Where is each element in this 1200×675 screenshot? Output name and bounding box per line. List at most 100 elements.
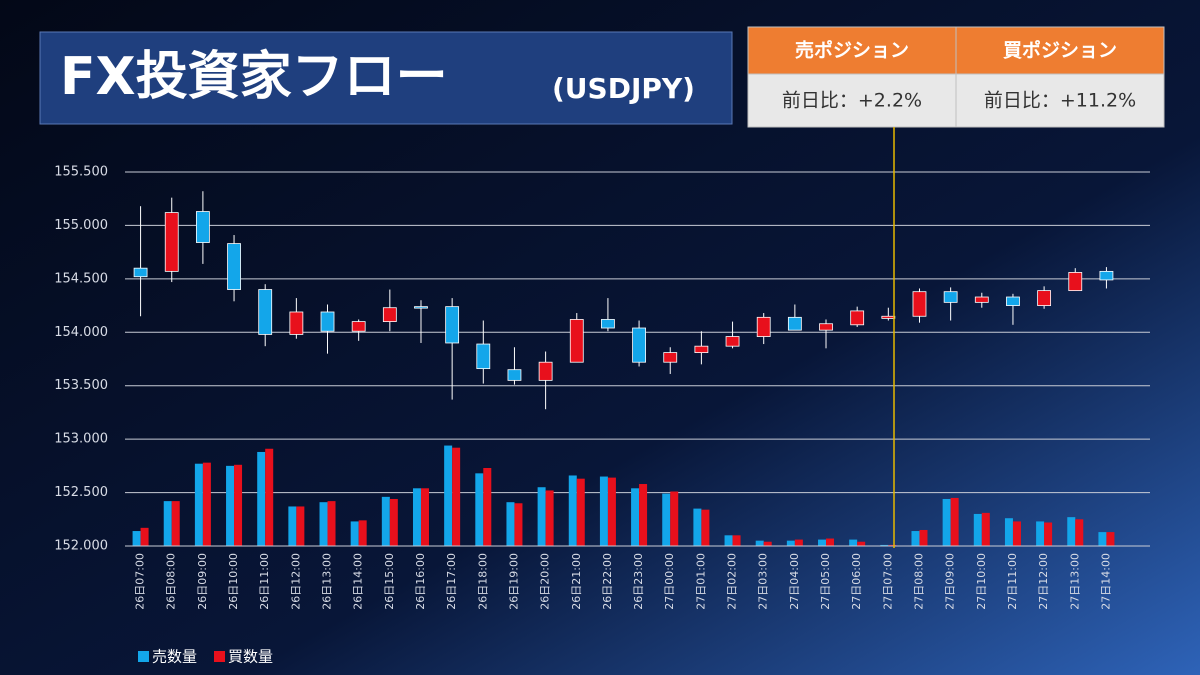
table-header-cell [955, 26, 1165, 75]
volume-bar [818, 539, 827, 546]
x-tick-label: 26日12:00 [289, 553, 302, 610]
volume-bar [483, 467, 492, 546]
volume-bar [319, 502, 328, 546]
x-tick-label: 26日16:00 [414, 553, 427, 610]
volume-bar [919, 529, 928, 546]
candle-body [1006, 296, 1020, 306]
volume-bar [701, 509, 710, 546]
x-tick-label: 26日20:00 [539, 553, 552, 610]
volume-bar [599, 476, 608, 546]
volume-bar [568, 475, 577, 546]
x-tick-label: 27日10:00 [975, 553, 988, 610]
volume-bar [296, 506, 305, 546]
volume-bar [849, 539, 858, 546]
x-tick-label: 27日02:00 [726, 553, 739, 610]
x-tick-label: 26日07:00 [134, 553, 147, 610]
table-header-cell [747, 26, 957, 75]
volume-bar [545, 490, 554, 546]
candle-body [601, 319, 615, 329]
title-box [39, 31, 733, 125]
legend-label: 買数量 [228, 648, 273, 666]
y-tick-label: 153.500 [54, 378, 108, 393]
x-tick-label: 26日11:00 [258, 553, 271, 610]
volume-bar [194, 463, 203, 546]
volume-bar [794, 539, 803, 546]
volume-bar [1012, 521, 1021, 546]
volume-bar [234, 464, 243, 546]
x-tick-label: 26日14:00 [352, 553, 365, 610]
table-cell [955, 73, 1165, 128]
volume-bar [911, 531, 920, 546]
volume-bar [412, 488, 421, 546]
candle-body [632, 327, 646, 363]
candle-body [476, 343, 491, 370]
volume-bar [631, 488, 640, 546]
candle-body [850, 310, 865, 326]
y-tick-label: 152.500 [54, 485, 108, 500]
volume-bar [857, 541, 866, 546]
candle-body [694, 345, 709, 353]
legend-label: 売数量 [152, 648, 197, 666]
x-tick-label: 26日13:00 [321, 553, 334, 610]
candle-body [943, 291, 958, 303]
volume-bar [140, 527, 149, 546]
volume-bar [576, 478, 585, 546]
volume-bar [1067, 517, 1076, 546]
volume-bar [607, 477, 616, 546]
x-tick-label: 26日17:00 [445, 553, 458, 610]
legend-swatch [138, 651, 149, 662]
volume-bar [288, 506, 297, 546]
candle-body [787, 316, 802, 331]
candle-body [756, 316, 771, 337]
candle-body [351, 321, 366, 332]
x-tick-label: 27日00:00 [663, 553, 676, 610]
y-tick-label: 152.000 [54, 539, 108, 554]
x-tick-label: 26日23:00 [632, 553, 645, 610]
volume-bar [942, 498, 951, 546]
volume-bar [670, 491, 679, 546]
table-cell [747, 73, 957, 128]
x-tick-label: 27日14:00 [1099, 553, 1112, 610]
volume-bar [1036, 521, 1045, 546]
volume-bar [226, 465, 235, 546]
x-tick-label: 27日12:00 [1037, 553, 1050, 610]
x-tick-label: 27日11:00 [1006, 553, 1019, 610]
candle-body [227, 243, 241, 290]
candle-body [195, 211, 210, 243]
y-tick-label: 154.500 [54, 271, 108, 286]
candle-body [289, 311, 304, 335]
volume-bar [755, 540, 764, 546]
x-tick-label: 27日08:00 [912, 553, 925, 610]
volume-bar [537, 487, 546, 546]
table-header: 売ポジション [795, 39, 909, 62]
candle-body [258, 289, 273, 335]
candle-body [445, 306, 460, 344]
volume-bar [514, 503, 523, 546]
x-tick-label: 27日13:00 [1068, 553, 1081, 610]
volume-bar [202, 462, 211, 546]
volume-bar [1098, 532, 1107, 546]
volume-bar [350, 521, 359, 546]
volume-bar [420, 488, 429, 546]
x-tick-label: 26日22:00 [601, 553, 614, 610]
table-header: 買ポジション [1003, 39, 1117, 62]
x-tick-label: 27日04:00 [788, 553, 801, 610]
x-tick-label: 26日15:00 [383, 553, 396, 610]
volume-bar [163, 501, 172, 546]
volume-bar [381, 496, 390, 546]
x-tick-label: 26日08:00 [165, 553, 178, 610]
x-tick-label: 27日05:00 [819, 553, 832, 610]
volume-bar [358, 520, 367, 546]
volume-bar [452, 447, 461, 546]
volume-bar [132, 531, 141, 546]
x-tick-label: 26日19:00 [507, 553, 520, 610]
candle-body [1037, 290, 1052, 306]
volume-bar [724, 535, 733, 546]
volume-bar [693, 508, 702, 546]
volume-bar [265, 448, 274, 546]
volume-bar [950, 497, 959, 546]
y-tick-label: 154.000 [54, 325, 108, 340]
table-text: 前日比：+2.2% [782, 90, 922, 112]
candle-body [507, 369, 522, 381]
volume-bar [171, 501, 180, 546]
